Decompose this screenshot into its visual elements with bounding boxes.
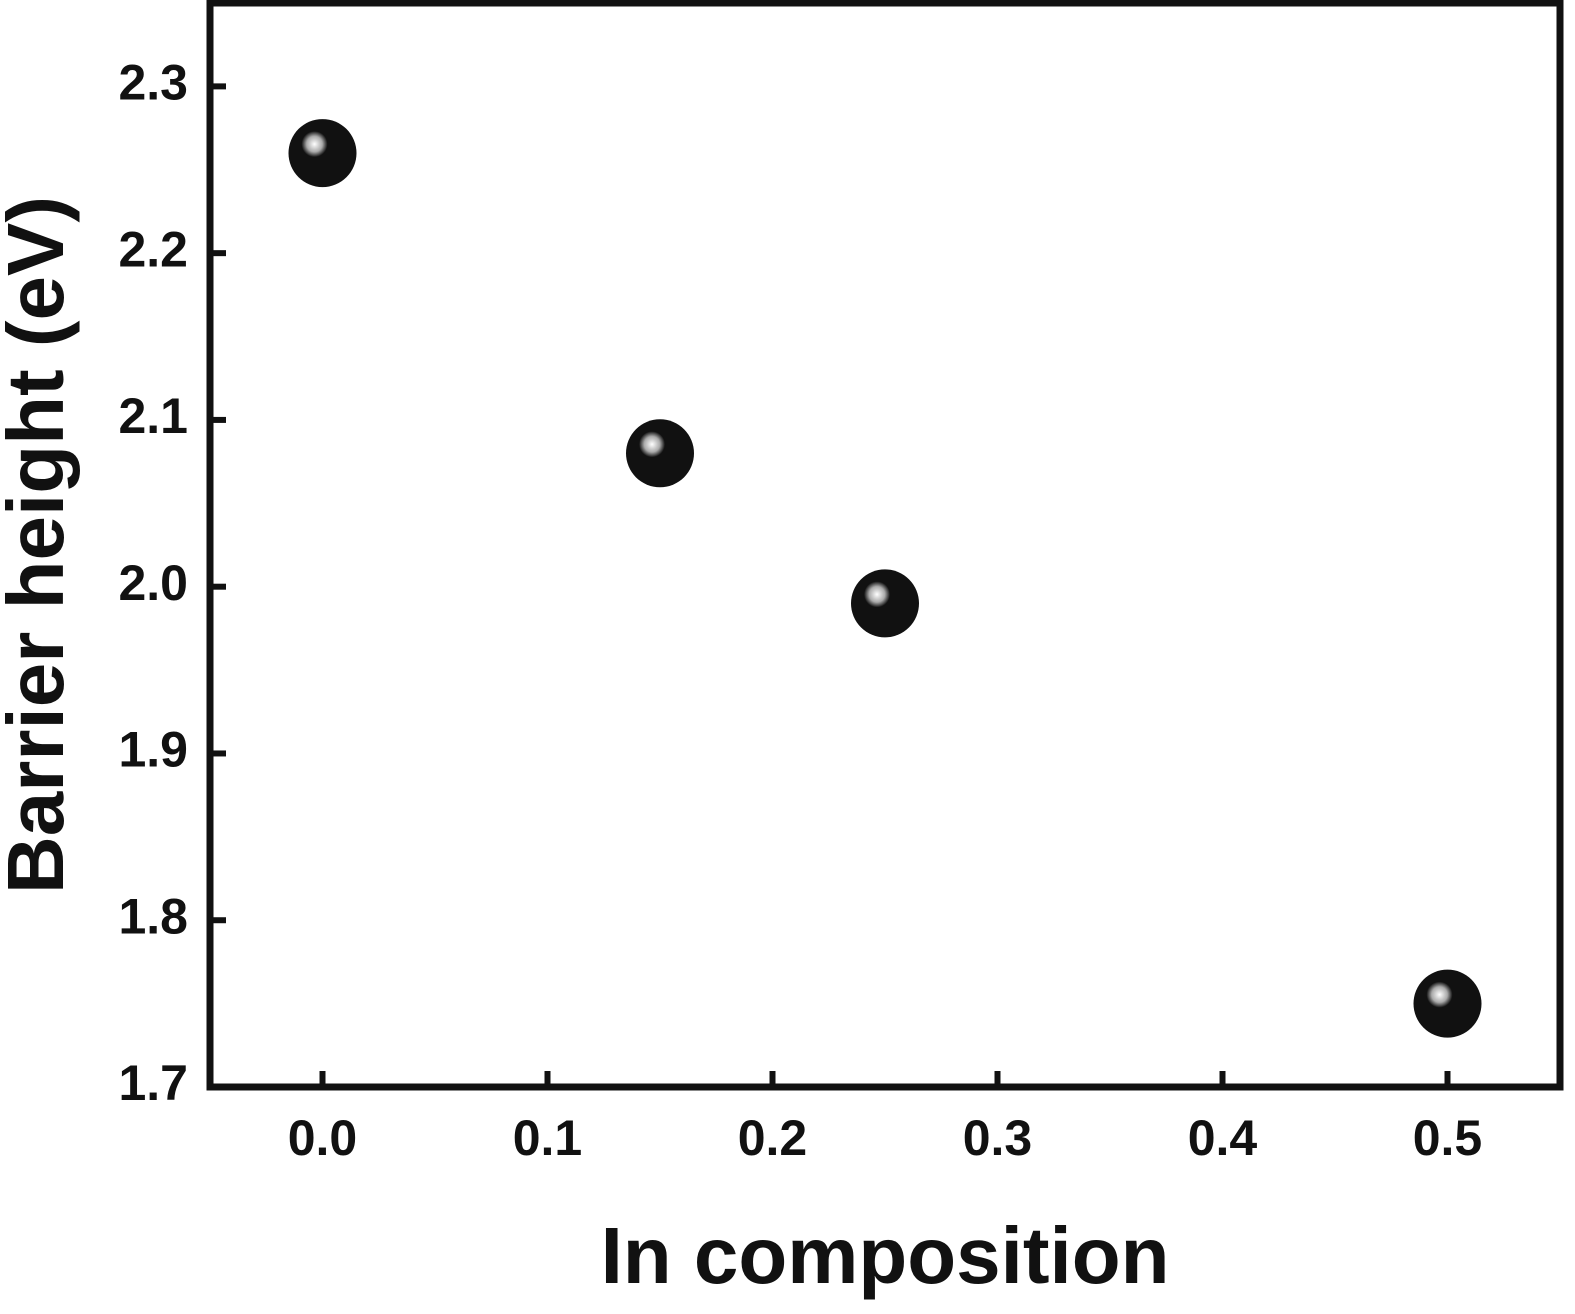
y-tick-label: 2.0 (118, 555, 188, 611)
x-tick-label: 0.0 (288, 1110, 358, 1166)
y-tick-label: 1.7 (118, 1055, 188, 1111)
point-highlight (301, 131, 328, 158)
x-tick-label: 0.3 (963, 1110, 1033, 1166)
plot-frame (206, 0, 1564, 1091)
y-tick-label: 2.3 (118, 55, 188, 111)
x-tick-label: 0.5 (1413, 1110, 1483, 1166)
y-tick-label: 1.9 (118, 722, 188, 778)
y-axis-title: Barrier height (eV) (0, 196, 80, 894)
x-axis-title: In composition (601, 1211, 1170, 1300)
point-highlight (639, 431, 665, 458)
point-highlight (864, 581, 890, 608)
y-tick-label: 2.2 (118, 221, 188, 277)
x-tick-label: 0.2 (738, 1110, 808, 1166)
y-tick-label: 2.1 (118, 388, 188, 444)
x-tick-label: 0.1 (513, 1110, 583, 1166)
point-highlight (1426, 981, 1453, 1008)
x-tick-label: 0.4 (1188, 1110, 1258, 1166)
y-tick-label: 1.8 (118, 888, 188, 944)
